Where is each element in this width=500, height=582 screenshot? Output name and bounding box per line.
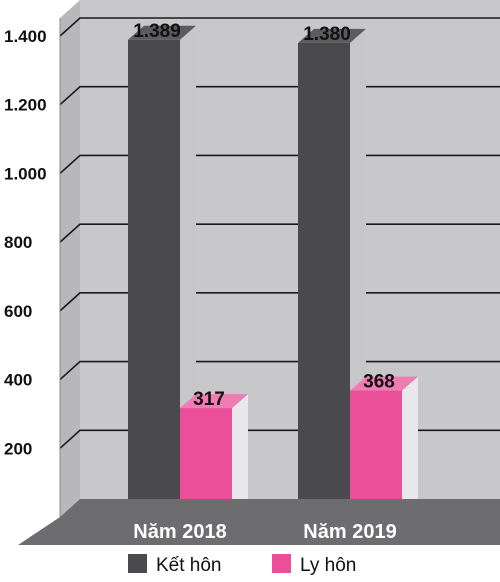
y-tick-label: 1.200 [4,96,47,115]
bar [128,25,196,517]
bar [350,376,418,517]
legend-label: Kết hôn [156,555,222,576]
chart-floor [18,499,500,545]
bar-side [180,25,196,517]
legend: Kết hôn Ly hôn [128,554,356,576]
data-label: 368 [363,372,395,393]
bar-front [350,390,402,517]
floor [18,499,500,545]
bar-top [128,25,196,40]
data-label: 1.389 [133,21,181,42]
category-label: Năm 2019 [303,521,396,543]
data-labels: 1.389 317 1.380 368 [133,21,395,410]
y-tick-label: 800 [4,233,32,252]
bar-front [128,39,180,517]
y-tick-label: 600 [4,302,32,321]
y-tick-label: 1.000 [4,164,47,183]
bar [180,394,248,517]
category-label: Năm 2018 [133,521,226,543]
data-label: 1.380 [303,24,351,45]
bar-front [298,42,350,517]
data-label: 317 [193,389,225,410]
chart-walls [60,0,500,517]
bar-top [180,394,248,409]
y-tick-label: 1.400 [4,27,47,46]
category-labels: Năm 2018 Năm 2019 [133,521,396,543]
bar-top [350,376,418,391]
legend-swatch [272,554,291,573]
gridline [59,17,500,37]
bar-front [180,408,232,517]
legend-swatch [128,554,147,573]
bar-side [402,376,418,517]
y-axis-ticks: 200 400 600 800 1.000 1.200 1.400 [4,27,47,458]
side-wall [60,0,80,517]
y-tick-label: 400 [4,371,32,390]
bar-top [298,28,366,43]
y-tick-label: 200 [4,439,32,458]
bar-side [232,394,248,517]
legend-label: Ly hôn [300,555,356,576]
bars [128,25,418,517]
